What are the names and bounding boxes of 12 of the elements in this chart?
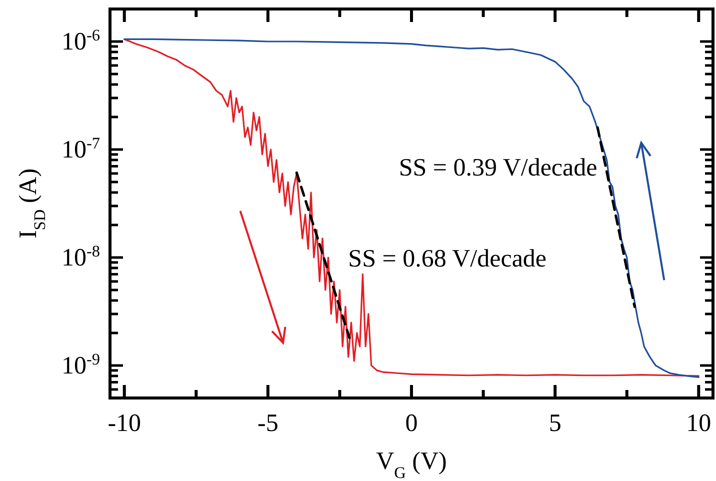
y-tick-label: 10$^{-9}$ xyxy=(61,350,100,380)
annotation: SS = 0.68 V/decade xyxy=(348,246,547,273)
annotation: SS = 0.39 V/decade xyxy=(398,154,598,182)
x-tick-label: 5 xyxy=(548,410,562,437)
x-tick-label: 0 xyxy=(405,410,418,437)
x-tick-label: -5 xyxy=(258,410,278,437)
y-tick-label: 10$^{-8}$ xyxy=(61,242,100,272)
y-tick-label: 10$^{-7}$ xyxy=(61,134,100,164)
x-tick-label: 10 xyxy=(686,410,712,437)
y-tick-label: 10$^{-6}$ xyxy=(61,26,100,56)
x-axis-title: V$_{G}$ (V) xyxy=(376,448,447,481)
x-tick-label: -10 xyxy=(108,410,142,437)
